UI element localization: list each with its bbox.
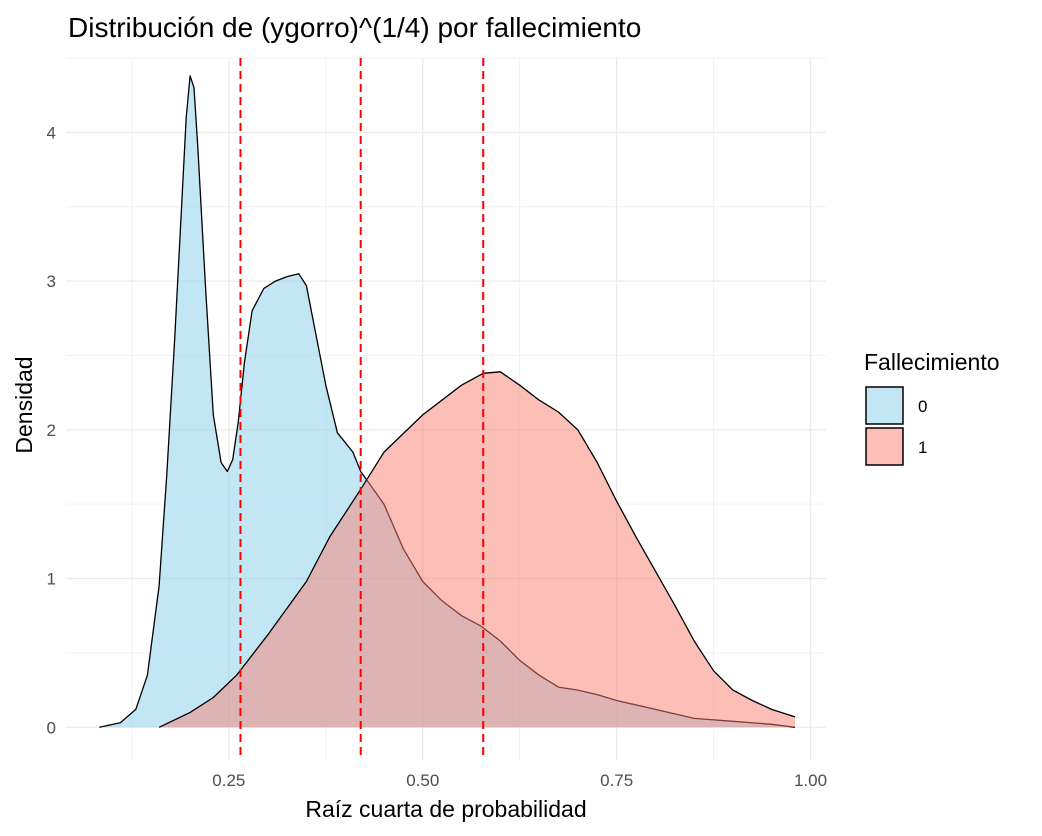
legend-swatch-0	[865, 386, 904, 425]
chart-title: Distribución de (ygorro)^(1/4) por falle…	[68, 12, 641, 43]
density-line-1	[158, 371, 796, 728]
density-areas	[99, 75, 796, 728]
x-tick-label: 0.25	[212, 771, 245, 790]
threshold-lines	[239, 58, 485, 760]
y-tick-label: 3	[47, 272, 56, 291]
y-tick-label: 4	[47, 123, 56, 142]
x-axis-ticks: 0.25 0.50 0.75 1.00	[212, 771, 827, 790]
density-area-1	[159, 371, 796, 728]
y-tick-label: 2	[47, 421, 56, 440]
x-tick-label: 0.50	[406, 771, 439, 790]
x-axis-title: Raíz cuarta de probabilidad	[305, 796, 586, 822]
legend: Fallecimiento 0 1	[864, 349, 1000, 466]
y-tick-label: 1	[47, 570, 56, 589]
legend-label-0: 0	[918, 397, 927, 416]
y-axis-ticks: 0 1 2 3 4	[47, 123, 56, 737]
legend-title: Fallecimiento	[864, 349, 1000, 375]
x-tick-label: 1.00	[794, 771, 827, 790]
legend-label-1: 1	[918, 438, 927, 457]
density-area-0	[99, 75, 796, 728]
x-tick-label: 0.75	[600, 771, 633, 790]
y-axis-title: Densidad	[11, 356, 37, 453]
y-tick-label: 0	[47, 718, 56, 737]
legend-swatch-1	[865, 427, 904, 466]
